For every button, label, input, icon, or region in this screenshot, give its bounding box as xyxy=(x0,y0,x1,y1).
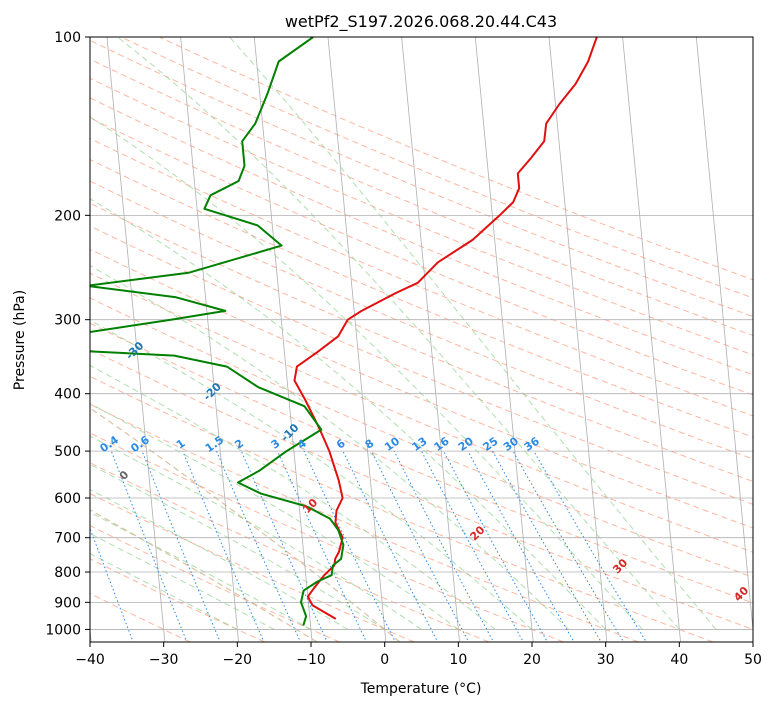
dry-adiabat-line xyxy=(159,37,753,281)
mixing-ratio-line xyxy=(303,450,396,642)
isotherm-line xyxy=(401,37,460,642)
chart-title: wetPf2_S197.2026.068.20.44.C43 xyxy=(285,12,557,32)
y-tick-label: 1000 xyxy=(45,622,81,638)
moist-adiabat-line xyxy=(229,37,717,630)
temperature-profile-line xyxy=(293,37,598,620)
dry-adiabat-line xyxy=(90,39,753,318)
isotherm-line xyxy=(106,37,166,642)
moist-adiabat-line xyxy=(90,552,238,630)
dry-adiabat-line xyxy=(90,117,753,396)
mixing-ratio-line xyxy=(216,450,301,642)
y-tick-label: 400 xyxy=(54,387,81,403)
isotherm-line xyxy=(327,37,387,642)
x-axis-title: Temperature (°C) xyxy=(360,681,482,697)
mixing-ratio-line xyxy=(467,450,575,642)
isotherm-line xyxy=(474,37,534,642)
isotherm-line xyxy=(622,37,681,642)
x-tick-label: 0 xyxy=(380,652,389,668)
y-tick-label: 100 xyxy=(54,30,81,46)
x-tick-label: −10 xyxy=(296,652,326,668)
moist-adiabat-line xyxy=(90,463,385,630)
x-tick-label: 30 xyxy=(597,652,615,668)
mixing-ratio-line xyxy=(492,450,602,642)
y-tick-label: 700 xyxy=(54,531,81,547)
moist-adiabat-line xyxy=(90,265,570,630)
x-tick-label: −40 xyxy=(75,652,105,668)
moist-adiabat-line xyxy=(117,37,680,630)
y-tick-label: 600 xyxy=(54,491,81,507)
mixing-ratio-line xyxy=(421,450,524,642)
isotherm-line xyxy=(180,37,239,642)
isotherm-line xyxy=(695,37,753,635)
mixing-ratio-line xyxy=(141,450,221,642)
y-tick-label: 500 xyxy=(54,444,81,460)
isotherm-line xyxy=(548,37,608,642)
x-tick-label: 50 xyxy=(744,652,762,668)
dry-adiabat-line xyxy=(120,37,753,299)
y-tick-label: 800 xyxy=(54,565,81,581)
mixing-ratio-line xyxy=(533,450,647,642)
mixing-ratio-line xyxy=(182,450,265,642)
mixing-ratio-line xyxy=(110,450,188,642)
dry-adiabat-line xyxy=(90,97,753,376)
mixing-ratio-line xyxy=(240,450,328,642)
dry-adiabat-line xyxy=(90,348,753,630)
dry-adiabat-line xyxy=(90,462,489,642)
x-tick-label: −20 xyxy=(223,652,253,668)
x-tick-label: 10 xyxy=(449,652,467,668)
y-axis-title: Pressure (hPa) xyxy=(12,290,28,390)
y-tick-label: 900 xyxy=(54,595,81,611)
mixing-ratio-line xyxy=(342,450,439,642)
moist-adiabat-line xyxy=(90,364,496,630)
moist-adiabat-line xyxy=(90,435,422,630)
dewpoint-profile-line xyxy=(90,37,345,626)
mixing-ratio-line xyxy=(277,450,368,642)
plot-frame xyxy=(89,36,754,643)
mixing-ratio-line xyxy=(90,527,134,642)
y-tick-label: 200 xyxy=(54,208,81,224)
moist-adiabat-line xyxy=(90,488,349,630)
x-tick-label: 40 xyxy=(670,652,688,668)
lcl-curve xyxy=(90,407,401,642)
mixing-ratio-line xyxy=(443,450,549,642)
dry-adiabat-line xyxy=(90,58,753,337)
x-tick-label: −30 xyxy=(149,652,179,668)
dry-adiabat-line xyxy=(90,77,753,356)
moist-adiabat-line xyxy=(90,403,459,630)
y-tick-label: 300 xyxy=(54,313,81,329)
x-tick-label: 20 xyxy=(523,652,541,668)
dry-adiabat-line xyxy=(90,525,340,642)
dry-adiabat-line xyxy=(90,322,753,604)
moist-adiabat-line xyxy=(90,319,533,630)
isotherm-line xyxy=(253,37,313,642)
dry-adiabat-line xyxy=(90,432,564,642)
